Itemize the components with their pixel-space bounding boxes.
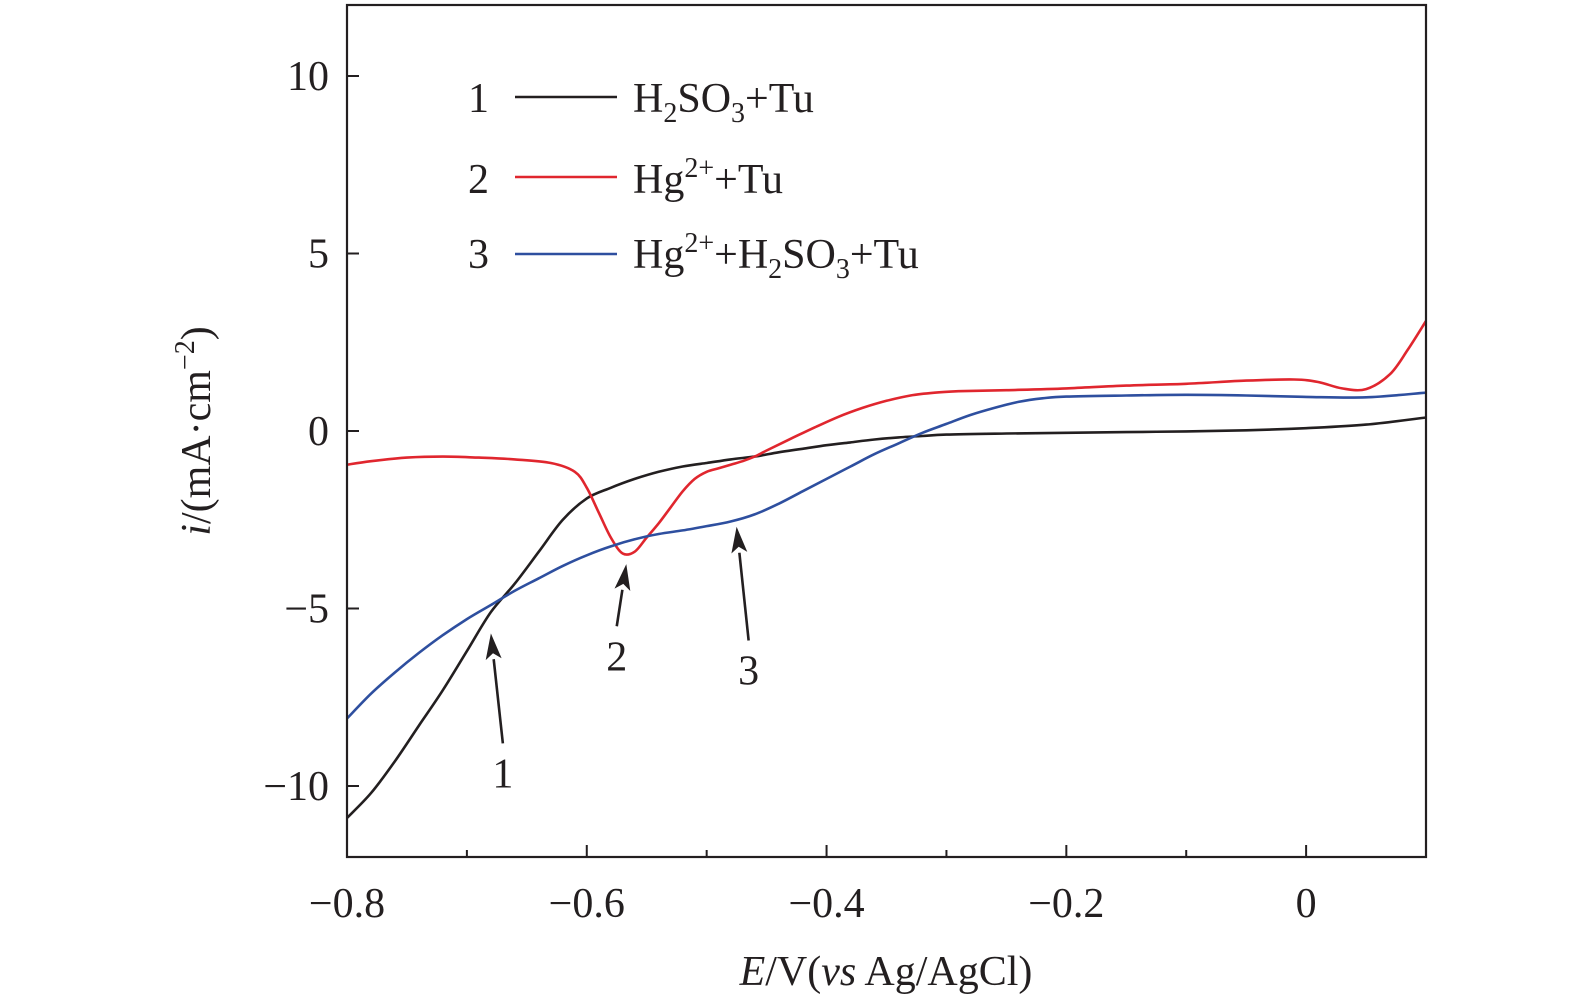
legend-label-2: Hg2++Tu: [633, 153, 783, 203]
legend: 1 H2SO3+Tu 2 Hg2++Tu 3 Hg2++H2SO3+Tu: [468, 76, 919, 285]
arrow-shaft-1: [492, 659, 505, 744]
arrow-shaft-2: [615, 589, 624, 627]
arrow-label-1: 1: [492, 751, 513, 797]
legend-number-1: 1: [468, 76, 489, 122]
arrow-shaft-3: [738, 552, 750, 641]
x-tick-label: −0.2: [1028, 881, 1104, 927]
arrow-label-3: 3: [738, 648, 759, 694]
series-line-1: [347, 416, 1426, 819]
legend-number-3: 3: [468, 232, 489, 278]
y-tick-label: 5: [308, 232, 329, 278]
x-tick-label: −0.8: [309, 881, 385, 927]
y-tick-label: −5: [284, 587, 329, 633]
legend-number-2: 2: [468, 157, 489, 203]
x-tick-label: −0.4: [788, 881, 864, 927]
y-tick-label: 0: [308, 409, 329, 455]
arrow-head-2: [614, 564, 631, 591]
ticks-layer: −0.8 −0.6 −0.4 −0.2 0 −10 −5 0 5 10: [263, 54, 1316, 927]
arrow-head-1: [485, 633, 502, 661]
arrow-head-3: [731, 526, 748, 554]
legend-label-1: H2SO3+Tu: [633, 76, 814, 129]
series-line-2: [347, 320, 1426, 556]
x-tick-label: 0: [1296, 881, 1317, 927]
y-axis-title: i/(mA·cm−2): [170, 326, 220, 535]
x-axis-title: E/V(vs Ag/AgCl): [739, 949, 1033, 995]
y-tick-label: −10: [263, 764, 329, 810]
y-tick-label: 10: [287, 54, 329, 100]
series-line-3: [347, 391, 1426, 720]
legend-label-3: Hg2++H2SO3+Tu: [633, 228, 919, 285]
arrow-label-2: 2: [606, 634, 627, 680]
series-layer: [347, 320, 1426, 819]
arrow-layer: 1 2 3: [485, 526, 759, 797]
x-tick-label: −0.6: [549, 881, 625, 927]
